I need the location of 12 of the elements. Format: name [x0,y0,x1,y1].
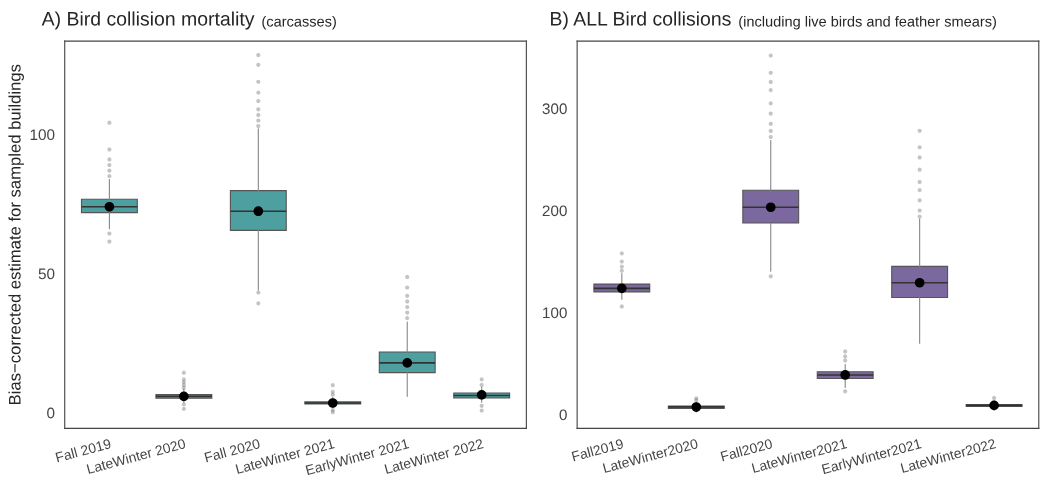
y-tick-label: 50 [38,268,55,280]
chart-subtitle: (including live birds and feather smears) [739,15,996,30]
y-tick-label: 0 [47,407,55,419]
y-tick-label: 300 [542,103,567,115]
chart-title: A) Bird collision mortality [41,11,255,30]
y-tick-label: 100 [543,307,567,319]
y-axis-title: Bias−corrected estimate for sampled buildings [8,64,24,405]
y-tick-label: 100 [30,129,55,141]
chart-title: B) ALL Bird collisions [551,11,731,30]
chart-subtitle: (carcasses) [262,15,336,30]
y-tick-label: 200 [542,205,567,217]
y-tick-label: 0 [559,409,567,421]
